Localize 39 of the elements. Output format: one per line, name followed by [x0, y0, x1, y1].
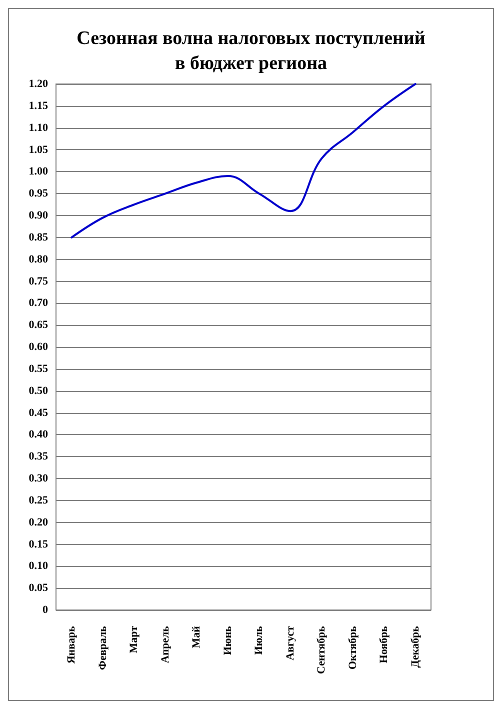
- y-tick-label: 0.50: [28, 384, 48, 397]
- x-tick-label: Ноябрь: [378, 626, 390, 664]
- x-tick-label: Январь: [66, 626, 78, 664]
- x-tick-label: Апрель: [159, 626, 172, 664]
- x-tick-label: Сентябрь: [316, 626, 328, 674]
- y-tick-label: 0.80: [28, 253, 48, 266]
- chart-title: Сезонная волна налоговых поступлений в бюджет региона: [76, 28, 426, 74]
- line-series: [70, 83, 416, 238]
- y-tick-label: 0.10: [28, 560, 48, 572]
- y-tick-label: 0.20: [28, 516, 48, 528]
- y-tick-label: 1.15: [28, 100, 48, 112]
- y-tick-label: 0.35: [28, 450, 48, 463]
- x-tick-label: Февраль: [96, 626, 109, 670]
- y-tick-label: 0.55: [28, 362, 48, 375]
- x-tick-label: Август: [284, 625, 296, 660]
- y-tick-label: 0.70: [28, 297, 48, 310]
- x-tick-label: Июнь: [222, 626, 234, 656]
- y-tick-label: 0.75: [28, 275, 48, 288]
- y-tick-label: 0: [42, 604, 48, 616]
- y-tick-label: 1.00: [28, 166, 48, 178]
- y-tick-label: 0.85: [28, 231, 48, 244]
- x-tick-label: Март: [128, 625, 140, 654]
- y-tick-label: 0.65: [28, 319, 48, 332]
- y-tick-label: 1.10: [28, 122, 48, 134]
- y-tick-label: 0.25: [28, 494, 48, 506]
- y-tick-label: 0.90: [28, 210, 48, 222]
- x-tick-label: Июль: [253, 626, 266, 655]
- x-tick-label: Октябрь: [346, 626, 359, 670]
- y-tick-label: 0.40: [28, 428, 48, 441]
- x-tick-label: Декабрь: [409, 626, 422, 668]
- y-tick-label: 0.95: [28, 188, 48, 200]
- y-tick-label: 0.15: [28, 538, 48, 550]
- y-tick-label: 0.60: [28, 341, 48, 353]
- y-tick-label: 1.20: [28, 78, 48, 90]
- x-tick-label: Май: [190, 625, 203, 648]
- y-tick-label: 0.45: [28, 406, 48, 419]
- y-tick-label: 0.30: [28, 472, 48, 484]
- y-tick-label: 0.05: [28, 582, 48, 594]
- y-tick-label: 1.05: [28, 144, 48, 156]
